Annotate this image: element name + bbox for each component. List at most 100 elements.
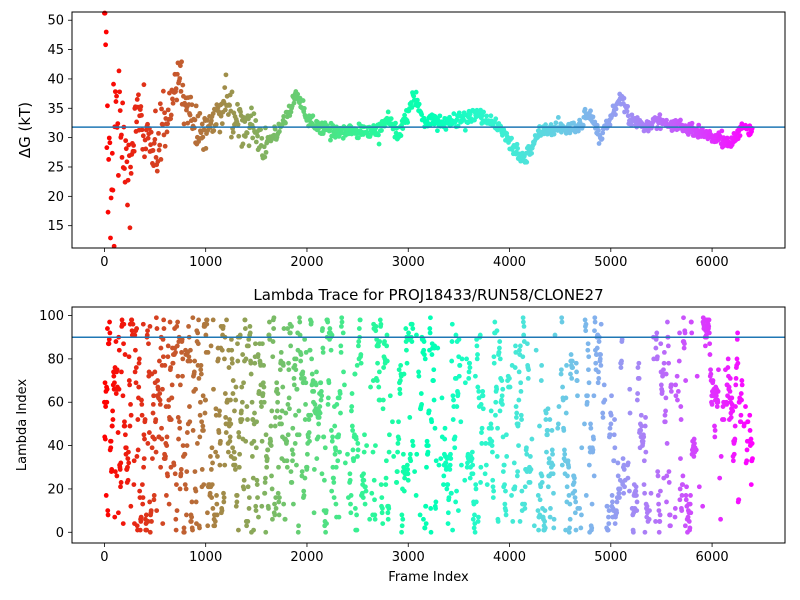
delta-g-point [123, 138, 129, 144]
lambda-point [126, 460, 132, 466]
lambda-point [224, 317, 229, 323]
delta-g-point [105, 209, 111, 215]
delta-g-point [246, 143, 252, 149]
lambda-point [545, 432, 550, 438]
lambda-point [348, 510, 354, 516]
lambda-point [656, 508, 662, 514]
delta-g-point [250, 135, 256, 141]
delta-g-point [119, 154, 125, 160]
delta-g-point [625, 113, 631, 119]
lambda-point [694, 373, 700, 379]
lambda-point [618, 365, 624, 370]
lambda-point [678, 417, 684, 422]
lambda-point [250, 417, 256, 422]
delta-g-point [204, 117, 210, 123]
lambda-point [300, 369, 306, 375]
lambda-point [157, 391, 163, 396]
lambda-point [579, 512, 584, 518]
lambda-point [654, 330, 660, 336]
lambda-point [735, 360, 741, 366]
lambda-point [712, 428, 718, 433]
delta-g-point [198, 130, 204, 136]
lambda-point [376, 343, 381, 349]
lambda-point [160, 336, 166, 342]
lambda-point [302, 417, 308, 422]
lambda-point [739, 397, 744, 403]
lambda-point [160, 354, 166, 360]
delta-g-point [481, 109, 486, 115]
lambda-point [680, 473, 686, 479]
lambda-point [658, 382, 664, 388]
lambda-point [572, 488, 578, 494]
lambda-point [145, 441, 151, 446]
lambda-point [496, 350, 502, 355]
lambda-point [286, 395, 292, 401]
lambda-point [387, 432, 392, 438]
lambda-point [621, 462, 627, 468]
lambda-point [710, 378, 716, 383]
delta-g-point [607, 122, 613, 128]
lambda-point [241, 477, 247, 483]
lambda-point [277, 415, 283, 420]
lambda-point [155, 386, 161, 392]
lambda-point [544, 449, 549, 455]
lambda-point [354, 512, 359, 518]
lambda-point [602, 397, 608, 403]
lambda-point [589, 525, 595, 531]
lambda-point [354, 363, 360, 368]
lambda-point [177, 419, 182, 425]
lambda-point [598, 363, 604, 368]
lambda-point [732, 436, 738, 442]
lambda-point [404, 360, 410, 366]
delta-g-point [191, 125, 197, 131]
delta-g-point [493, 116, 499, 122]
lambda-point [416, 369, 421, 375]
lambda-point [462, 380, 468, 386]
delta-g-point [229, 89, 235, 95]
lambda-point [522, 501, 528, 507]
delta-g-point [240, 141, 246, 147]
lambda-point [356, 339, 362, 344]
lambda-point [221, 495, 227, 500]
lambda-point [421, 339, 427, 344]
lambda-point [377, 317, 383, 323]
lambda-point [680, 482, 686, 487]
lambda-points [102, 315, 755, 535]
lambda-point [441, 482, 446, 487]
delta-g-point [140, 133, 146, 139]
lambda-point [187, 404, 192, 409]
lambda-point [539, 363, 545, 368]
lambda-point [134, 454, 140, 459]
lambda-point [215, 454, 220, 459]
lambda-point [678, 404, 684, 409]
lambda-point [289, 323, 294, 329]
lambda-point [348, 493, 354, 498]
lambda-point [254, 419, 260, 425]
lambda-point [564, 363, 569, 368]
lambda-point [245, 519, 251, 524]
lambda-point [467, 475, 473, 481]
lambda-point [112, 469, 118, 474]
lambda-point [320, 350, 326, 355]
lambda-point [448, 456, 454, 461]
lambda-point [601, 382, 607, 388]
lambda-point [229, 356, 235, 362]
delta-g-point [462, 127, 468, 133]
lambda-point [302, 336, 308, 342]
delta-g-point [117, 108, 123, 114]
lambda-point [112, 380, 117, 386]
lambda-point [658, 341, 664, 347]
lambda-point [134, 326, 140, 331]
lambda-point [444, 486, 450, 492]
lambda-point [527, 480, 533, 485]
lambda-point [199, 419, 205, 425]
delta-g-point [217, 129, 223, 135]
lambda-point [302, 475, 308, 481]
lambda-point [219, 347, 225, 353]
delta-g-y-axis-label: ΔG (kT) [16, 102, 34, 158]
lambda-point [318, 389, 324, 394]
lambda-point [718, 516, 723, 522]
lambda-point [635, 365, 641, 370]
lambda-point [397, 386, 403, 392]
lambda-point [441, 473, 447, 479]
